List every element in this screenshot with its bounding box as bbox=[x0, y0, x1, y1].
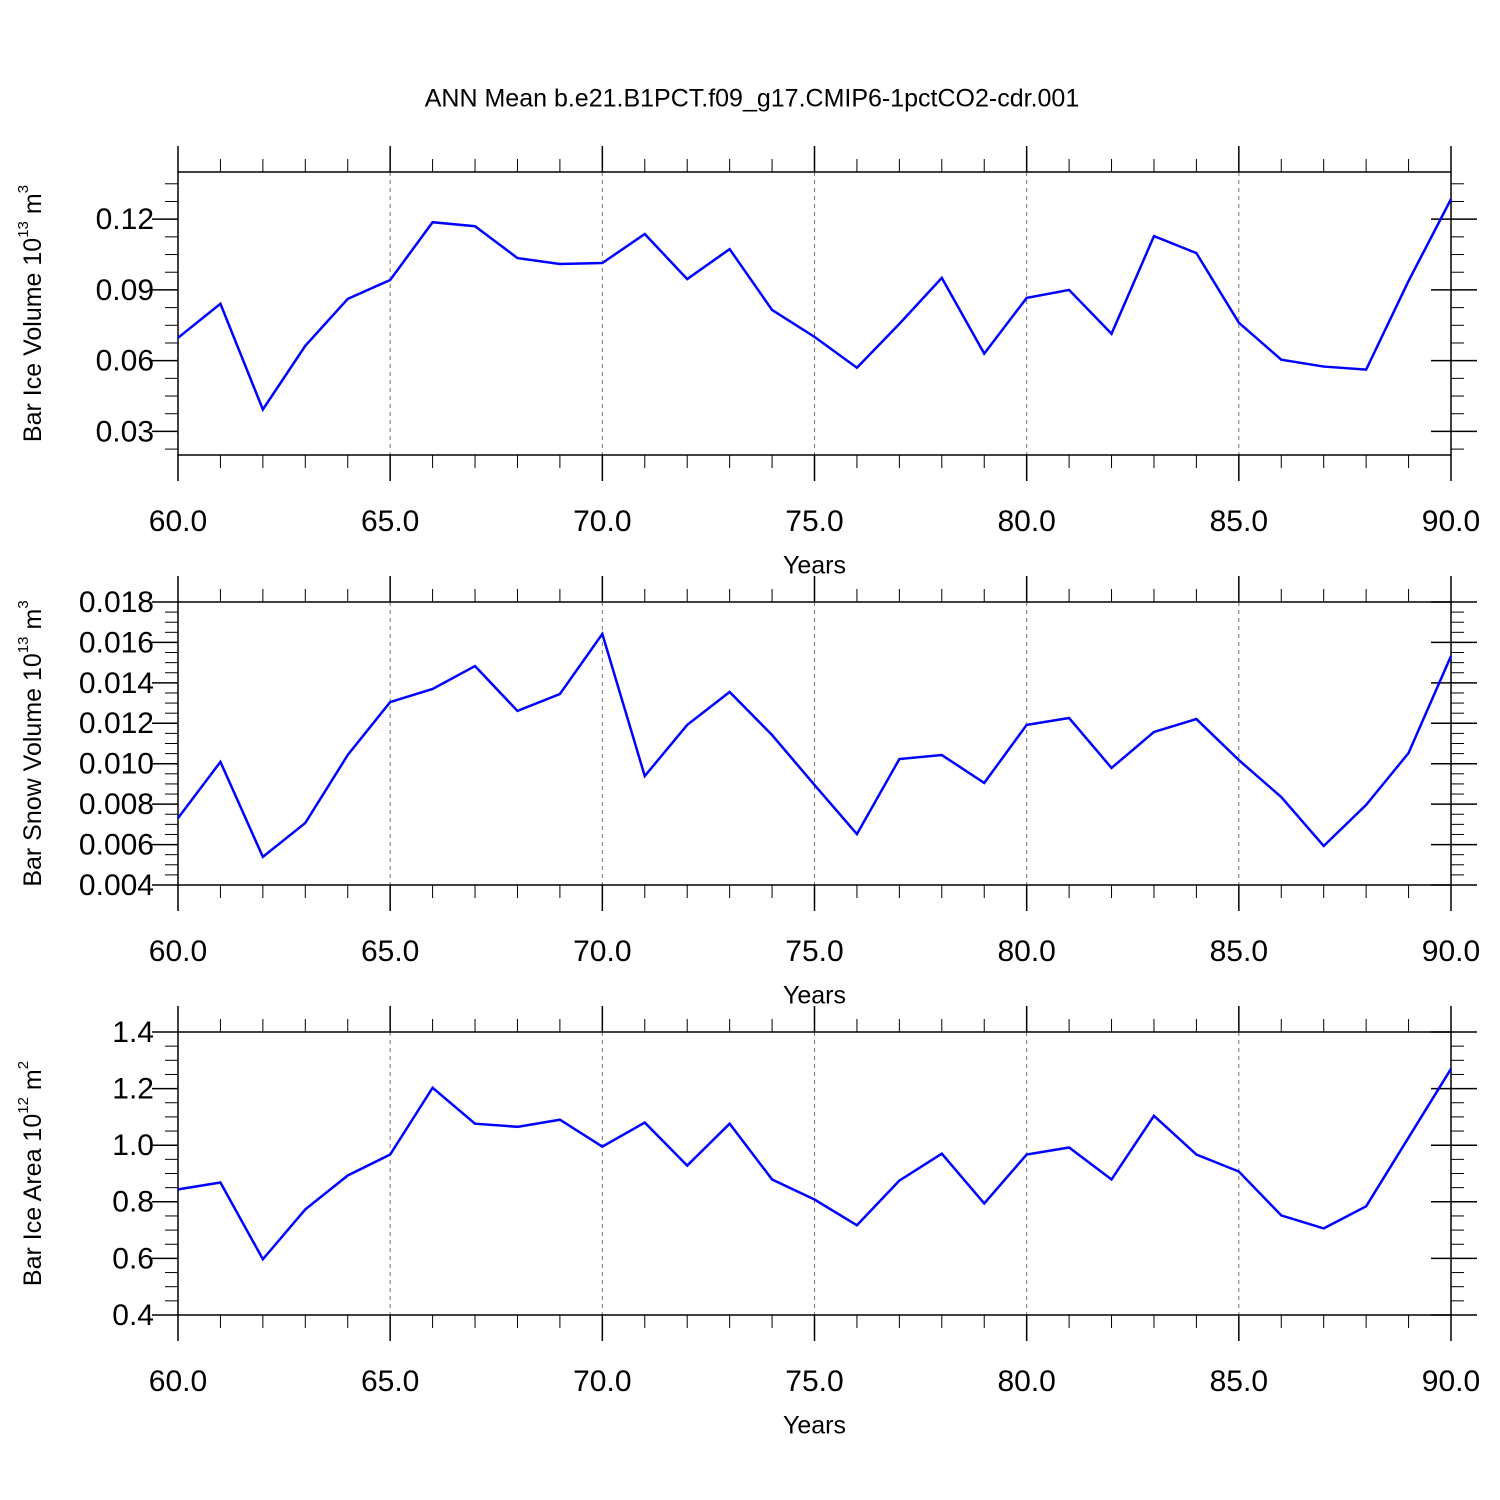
y-axis-label: Bar Ice Area 1012 m2 bbox=[15, 1061, 47, 1286]
plot-frame bbox=[177, 601, 1452, 886]
y-tick-label: 0.12 bbox=[96, 203, 154, 236]
y-axis-label: Bar Snow Volume 1013 m3 bbox=[15, 600, 47, 886]
y-tick-label: 0.008 bbox=[79, 788, 154, 821]
x-tick-label: 60.0 bbox=[149, 935, 207, 968]
x-tick-label: 75.0 bbox=[785, 1365, 843, 1398]
x-axis-label: Years bbox=[783, 982, 846, 1010]
y-axis-label-unit-exponent: 3 bbox=[15, 185, 32, 193]
y-tick-label: 0.06 bbox=[96, 345, 154, 378]
x-tick-label: 70.0 bbox=[573, 935, 631, 968]
y-axis-label-unit: m bbox=[19, 1069, 47, 1090]
y-tick-label: 0.03 bbox=[96, 415, 154, 448]
x-tick-label: 70.0 bbox=[573, 1365, 631, 1398]
y-tick-label: 0.016 bbox=[79, 626, 154, 659]
x-tick-label: 60.0 bbox=[149, 1365, 207, 1398]
x-tick-label: 75.0 bbox=[785, 505, 843, 538]
x-tick-label: 70.0 bbox=[573, 505, 631, 538]
x-tick-label: 90.0 bbox=[1422, 935, 1480, 968]
x-tick-label: 85.0 bbox=[1210, 1365, 1268, 1398]
line-series bbox=[177, 631, 1453, 859]
y-tick-label: 0.004 bbox=[79, 869, 154, 902]
y-axis-label-exponent: 13 bbox=[15, 221, 32, 238]
figure-title: ANN Mean b.e21.B1PCT.f09_g17.CMIP6-1pctC… bbox=[425, 85, 1080, 113]
y-tick-label: 1.4 bbox=[112, 1016, 154, 1049]
y-tick-label: 0.010 bbox=[79, 748, 154, 781]
y-axis-label-text: Bar Snow Volume 10 bbox=[19, 653, 47, 886]
x-tick-label: 65.0 bbox=[361, 935, 419, 968]
y-axis-label-unit-exponent: 2 bbox=[15, 1061, 32, 1069]
x-tick-label: 60.0 bbox=[149, 505, 207, 538]
x-tick-label: 85.0 bbox=[1210, 935, 1268, 968]
x-axis-label: Years bbox=[783, 552, 846, 580]
plot-frame bbox=[177, 1031, 1452, 1316]
x-tick-label: 90.0 bbox=[1422, 1365, 1480, 1398]
y-tick-label: 0.6 bbox=[112, 1242, 154, 1275]
y-tick-label: 0.006 bbox=[79, 828, 154, 861]
y-axis-label: Bar Ice Volume 1013 m3 bbox=[15, 185, 47, 442]
y-tick-label: 1.0 bbox=[112, 1129, 154, 1162]
x-tick-label: 75.0 bbox=[785, 935, 843, 968]
x-tick-label: 80.0 bbox=[997, 1365, 1055, 1398]
y-tick-label: 0.4 bbox=[112, 1299, 154, 1332]
x-tick-label: 65.0 bbox=[361, 1365, 419, 1398]
x-axis-label: Years bbox=[783, 1412, 846, 1440]
y-axis-label-unit-exponent: 3 bbox=[15, 600, 32, 608]
line-series bbox=[177, 1068, 1453, 1262]
y-axis-label-text: Bar Ice Volume 10 bbox=[19, 238, 47, 442]
x-tick-label: 90.0 bbox=[1422, 505, 1480, 538]
y-tick-label: 0.8 bbox=[112, 1186, 154, 1219]
y-tick-label: 0.09 bbox=[96, 274, 154, 307]
y-axis-label-text: Bar Ice Area 10 bbox=[19, 1114, 47, 1286]
x-tick-label: 65.0 bbox=[361, 505, 419, 538]
y-axis-label-exponent: 13 bbox=[15, 637, 32, 654]
plot-frame bbox=[177, 171, 1452, 456]
line-series bbox=[177, 198, 1453, 413]
y-axis-label-unit: m bbox=[19, 609, 47, 630]
x-tick-label: 80.0 bbox=[997, 935, 1055, 968]
y-axis-label-unit: m bbox=[19, 193, 47, 214]
x-tick-label: 80.0 bbox=[997, 505, 1055, 538]
y-tick-label: 0.014 bbox=[79, 667, 154, 700]
y-tick-label: 0.012 bbox=[79, 707, 154, 740]
x-tick-label: 85.0 bbox=[1210, 505, 1268, 538]
y-tick-label: 0.018 bbox=[79, 586, 154, 619]
y-tick-label: 1.2 bbox=[112, 1073, 154, 1106]
y-axis-label-exponent: 12 bbox=[15, 1097, 32, 1114]
